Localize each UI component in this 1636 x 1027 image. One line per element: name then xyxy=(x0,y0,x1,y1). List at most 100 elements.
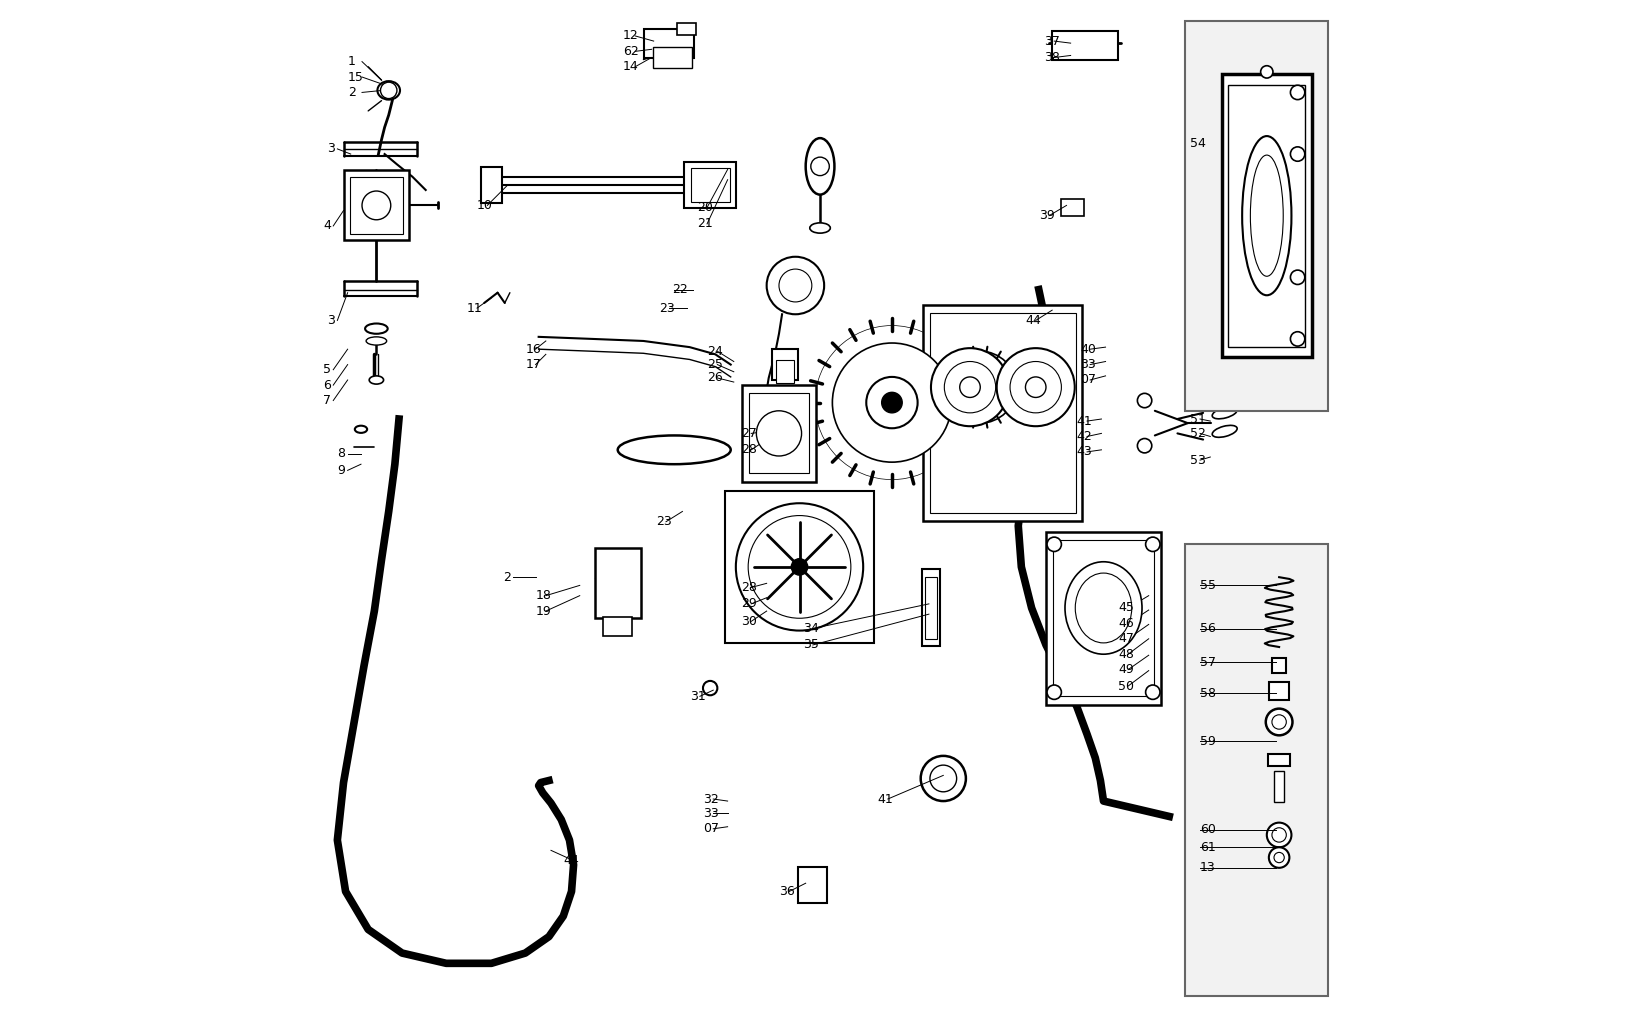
Text: 23: 23 xyxy=(656,516,671,528)
Text: 19: 19 xyxy=(535,605,551,617)
Text: 31: 31 xyxy=(690,690,705,702)
Circle shape xyxy=(1266,709,1292,735)
Ellipse shape xyxy=(1212,407,1237,419)
Circle shape xyxy=(929,765,957,792)
Text: 13: 13 xyxy=(1201,862,1216,874)
Text: 3: 3 xyxy=(327,143,335,155)
Circle shape xyxy=(867,377,918,428)
Text: 52: 52 xyxy=(1189,427,1206,440)
Text: 22: 22 xyxy=(672,283,687,296)
Circle shape xyxy=(1261,66,1273,78)
Text: 55: 55 xyxy=(1201,579,1216,592)
Text: 30: 30 xyxy=(741,615,757,627)
Circle shape xyxy=(921,756,965,801)
Bar xyxy=(1222,74,1312,356)
Text: 25: 25 xyxy=(707,358,723,371)
Text: 51: 51 xyxy=(1189,413,1206,425)
Text: 49: 49 xyxy=(1117,663,1134,676)
Circle shape xyxy=(960,377,980,397)
Circle shape xyxy=(1291,85,1306,100)
Circle shape xyxy=(767,257,825,314)
Bar xyxy=(1270,682,1289,700)
Bar xyxy=(775,360,795,383)
Text: 43: 43 xyxy=(1076,446,1093,458)
Text: 07: 07 xyxy=(703,823,718,835)
Circle shape xyxy=(1145,685,1160,699)
Text: 42: 42 xyxy=(1076,430,1093,443)
Ellipse shape xyxy=(365,324,388,334)
Text: 39: 39 xyxy=(1039,210,1055,222)
Circle shape xyxy=(833,343,952,462)
Bar xyxy=(1274,771,1284,802)
Circle shape xyxy=(1291,270,1306,284)
Bar xyxy=(1045,532,1162,705)
Bar xyxy=(481,166,502,203)
Text: 17: 17 xyxy=(525,358,542,371)
Text: 53: 53 xyxy=(1189,454,1206,466)
Text: 33: 33 xyxy=(1080,358,1096,371)
Circle shape xyxy=(1145,537,1160,551)
Circle shape xyxy=(779,269,811,302)
Text: 18: 18 xyxy=(535,589,551,602)
Bar xyxy=(594,548,641,618)
Text: 11: 11 xyxy=(466,302,483,314)
Bar xyxy=(798,867,828,904)
Bar xyxy=(1052,31,1119,60)
Bar xyxy=(1268,754,1291,766)
Ellipse shape xyxy=(1065,562,1142,654)
Circle shape xyxy=(996,348,1075,426)
Text: 28: 28 xyxy=(741,444,757,456)
Text: 2: 2 xyxy=(347,86,355,99)
Text: 23: 23 xyxy=(659,302,674,314)
Circle shape xyxy=(381,82,398,99)
Text: 57: 57 xyxy=(1201,656,1216,669)
Circle shape xyxy=(756,411,802,456)
Bar xyxy=(344,170,409,240)
Circle shape xyxy=(882,392,901,413)
Text: 34: 34 xyxy=(803,622,818,635)
Text: 27: 27 xyxy=(741,427,757,440)
Bar xyxy=(1229,84,1306,346)
Text: 58: 58 xyxy=(1201,687,1216,699)
Bar xyxy=(1054,540,1153,696)
Text: 62: 62 xyxy=(623,45,638,58)
Bar xyxy=(1062,199,1085,216)
Bar xyxy=(645,29,694,58)
Text: 50: 50 xyxy=(1117,680,1134,692)
Text: 8: 8 xyxy=(337,448,345,460)
Bar xyxy=(677,23,695,35)
Text: 46: 46 xyxy=(1117,617,1134,630)
Bar xyxy=(924,577,937,639)
Text: 1: 1 xyxy=(347,55,355,68)
Text: 4: 4 xyxy=(322,220,330,232)
Circle shape xyxy=(944,351,1016,423)
Text: 36: 36 xyxy=(779,885,795,898)
Circle shape xyxy=(1291,332,1306,346)
Text: 40: 40 xyxy=(1080,343,1096,355)
Bar xyxy=(772,349,798,380)
Circle shape xyxy=(1137,393,1152,408)
Text: 21: 21 xyxy=(697,218,713,230)
Text: 47: 47 xyxy=(1117,633,1134,645)
Bar xyxy=(350,177,402,233)
Text: 33: 33 xyxy=(703,807,718,820)
Text: 24: 24 xyxy=(707,345,723,357)
Circle shape xyxy=(748,516,851,618)
Ellipse shape xyxy=(805,138,834,194)
Text: 10: 10 xyxy=(478,199,492,212)
Text: 9: 9 xyxy=(337,464,345,477)
Text: 5: 5 xyxy=(322,364,330,376)
Circle shape xyxy=(931,348,1009,426)
Bar xyxy=(653,47,692,68)
Text: 54: 54 xyxy=(1189,138,1206,150)
Text: 15: 15 xyxy=(347,71,363,83)
Ellipse shape xyxy=(1250,155,1283,276)
Circle shape xyxy=(1270,847,1289,868)
Bar xyxy=(929,312,1076,514)
Ellipse shape xyxy=(370,376,383,384)
Text: 44: 44 xyxy=(563,854,579,867)
Text: 6: 6 xyxy=(322,379,330,391)
Text: 16: 16 xyxy=(525,343,542,355)
Text: 3: 3 xyxy=(327,314,335,327)
Text: 28: 28 xyxy=(741,581,757,594)
